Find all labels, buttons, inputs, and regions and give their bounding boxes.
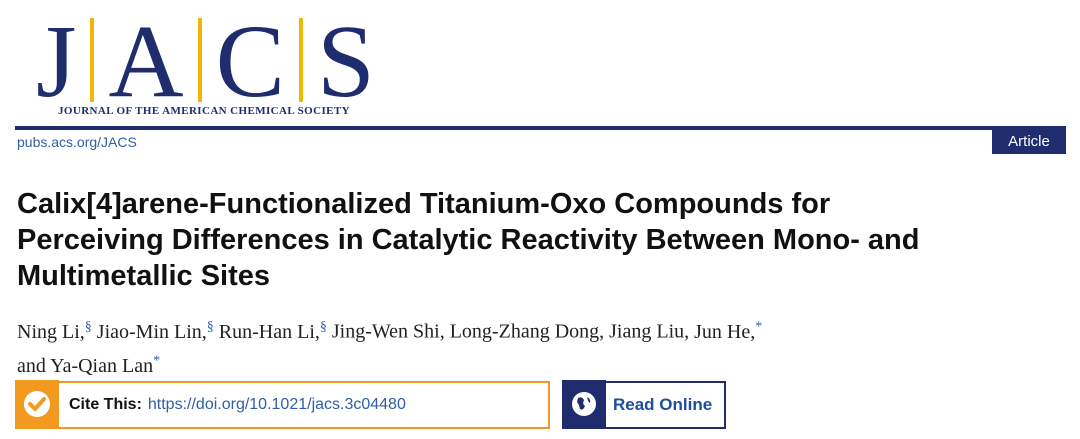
logo-letter: J: [36, 4, 77, 119]
journal-name: JOURNAL OF THE AMERICAN CHEMICAL SOCIETY: [58, 105, 350, 117]
globe: [572, 392, 596, 416]
header-rule: [15, 126, 1066, 130]
read-online[interactable]: Read Online: [613, 395, 713, 414]
author-mark: *: [153, 353, 161, 369]
author-name: Jing-Wen Shi,: [331, 320, 445, 343]
logo-bar: [197, 18, 202, 102]
author-mark: *: [755, 319, 763, 334]
author: Ning Li,§: [17, 319, 97, 343]
cite-icon: [15, 380, 59, 428]
check-icon: [24, 391, 50, 417]
author-name: Ning Li,: [17, 320, 85, 343]
cite-box: Cite This: https://doi.org/10.1021/jacs.…: [15, 380, 550, 429]
author: Jing-Wen Shi,: [332, 321, 450, 343]
logo-bar: [90, 18, 95, 102]
author-name: Long-Zhang Dong,: [449, 320, 605, 343]
logo-letter: A: [108, 4, 184, 119]
doi-link[interactable]: https://doi.org/10.1021/jacs.3c04480: [147, 396, 406, 413]
logo-letter: C: [215, 4, 285, 119]
logo-bar: [298, 18, 303, 102]
author-mark: §: [206, 319, 214, 334]
title-line: Calix[4]arene-Functionalized Titanium-Ox…: [17, 188, 831, 220]
author-name: Jun He,: [694, 320, 756, 343]
title-line: Multimetallic Sites: [17, 260, 271, 292]
author-mark: §: [319, 319, 327, 334]
author: Jiao-Min Lin,§: [96, 319, 219, 343]
author: and Ya-Qian Lan*: [17, 353, 161, 378]
author: Long-Zhang Dong,: [450, 321, 609, 343]
globe-icon: [562, 380, 606, 428]
author-name: and Ya-Qian Lan: [17, 355, 154, 378]
logo-letter: S: [316, 4, 375, 119]
journal-url[interactable]: pubs.acs.org/JACS: [17, 134, 137, 150]
author: Jun He,*: [694, 319, 763, 343]
author-line: and Ya-Qian Lan*: [17, 347, 762, 382]
author-mark: §: [84, 319, 92, 334]
article-title: Calix[4]arene-Functionalized Titanium-Ox…: [17, 186, 1067, 294]
title-line: Perceiving Differences in Catalytic Reac…: [17, 224, 920, 256]
author-line: Ning Li,§ Jiao-Min Lin,§ Run-Han Li,§ Ji…: [17, 312, 762, 347]
author-name: Jiao-Min Lin,: [96, 320, 207, 343]
cite-label: Cite This:: [69, 396, 142, 413]
author-name: Run-Han Li,: [218, 320, 320, 343]
read-online-box[interactable]: Read Online: [562, 380, 726, 429]
authors: Ning Li,§ Jiao-Min Lin,§ Run-Han Li,§ Ji…: [17, 312, 762, 381]
author: Jiang Liu,: [609, 321, 694, 343]
author: Run-Han Li,§: [218, 319, 332, 343]
author-name: Jiang Liu,: [609, 320, 690, 343]
article-type: Article: [992, 130, 1066, 154]
